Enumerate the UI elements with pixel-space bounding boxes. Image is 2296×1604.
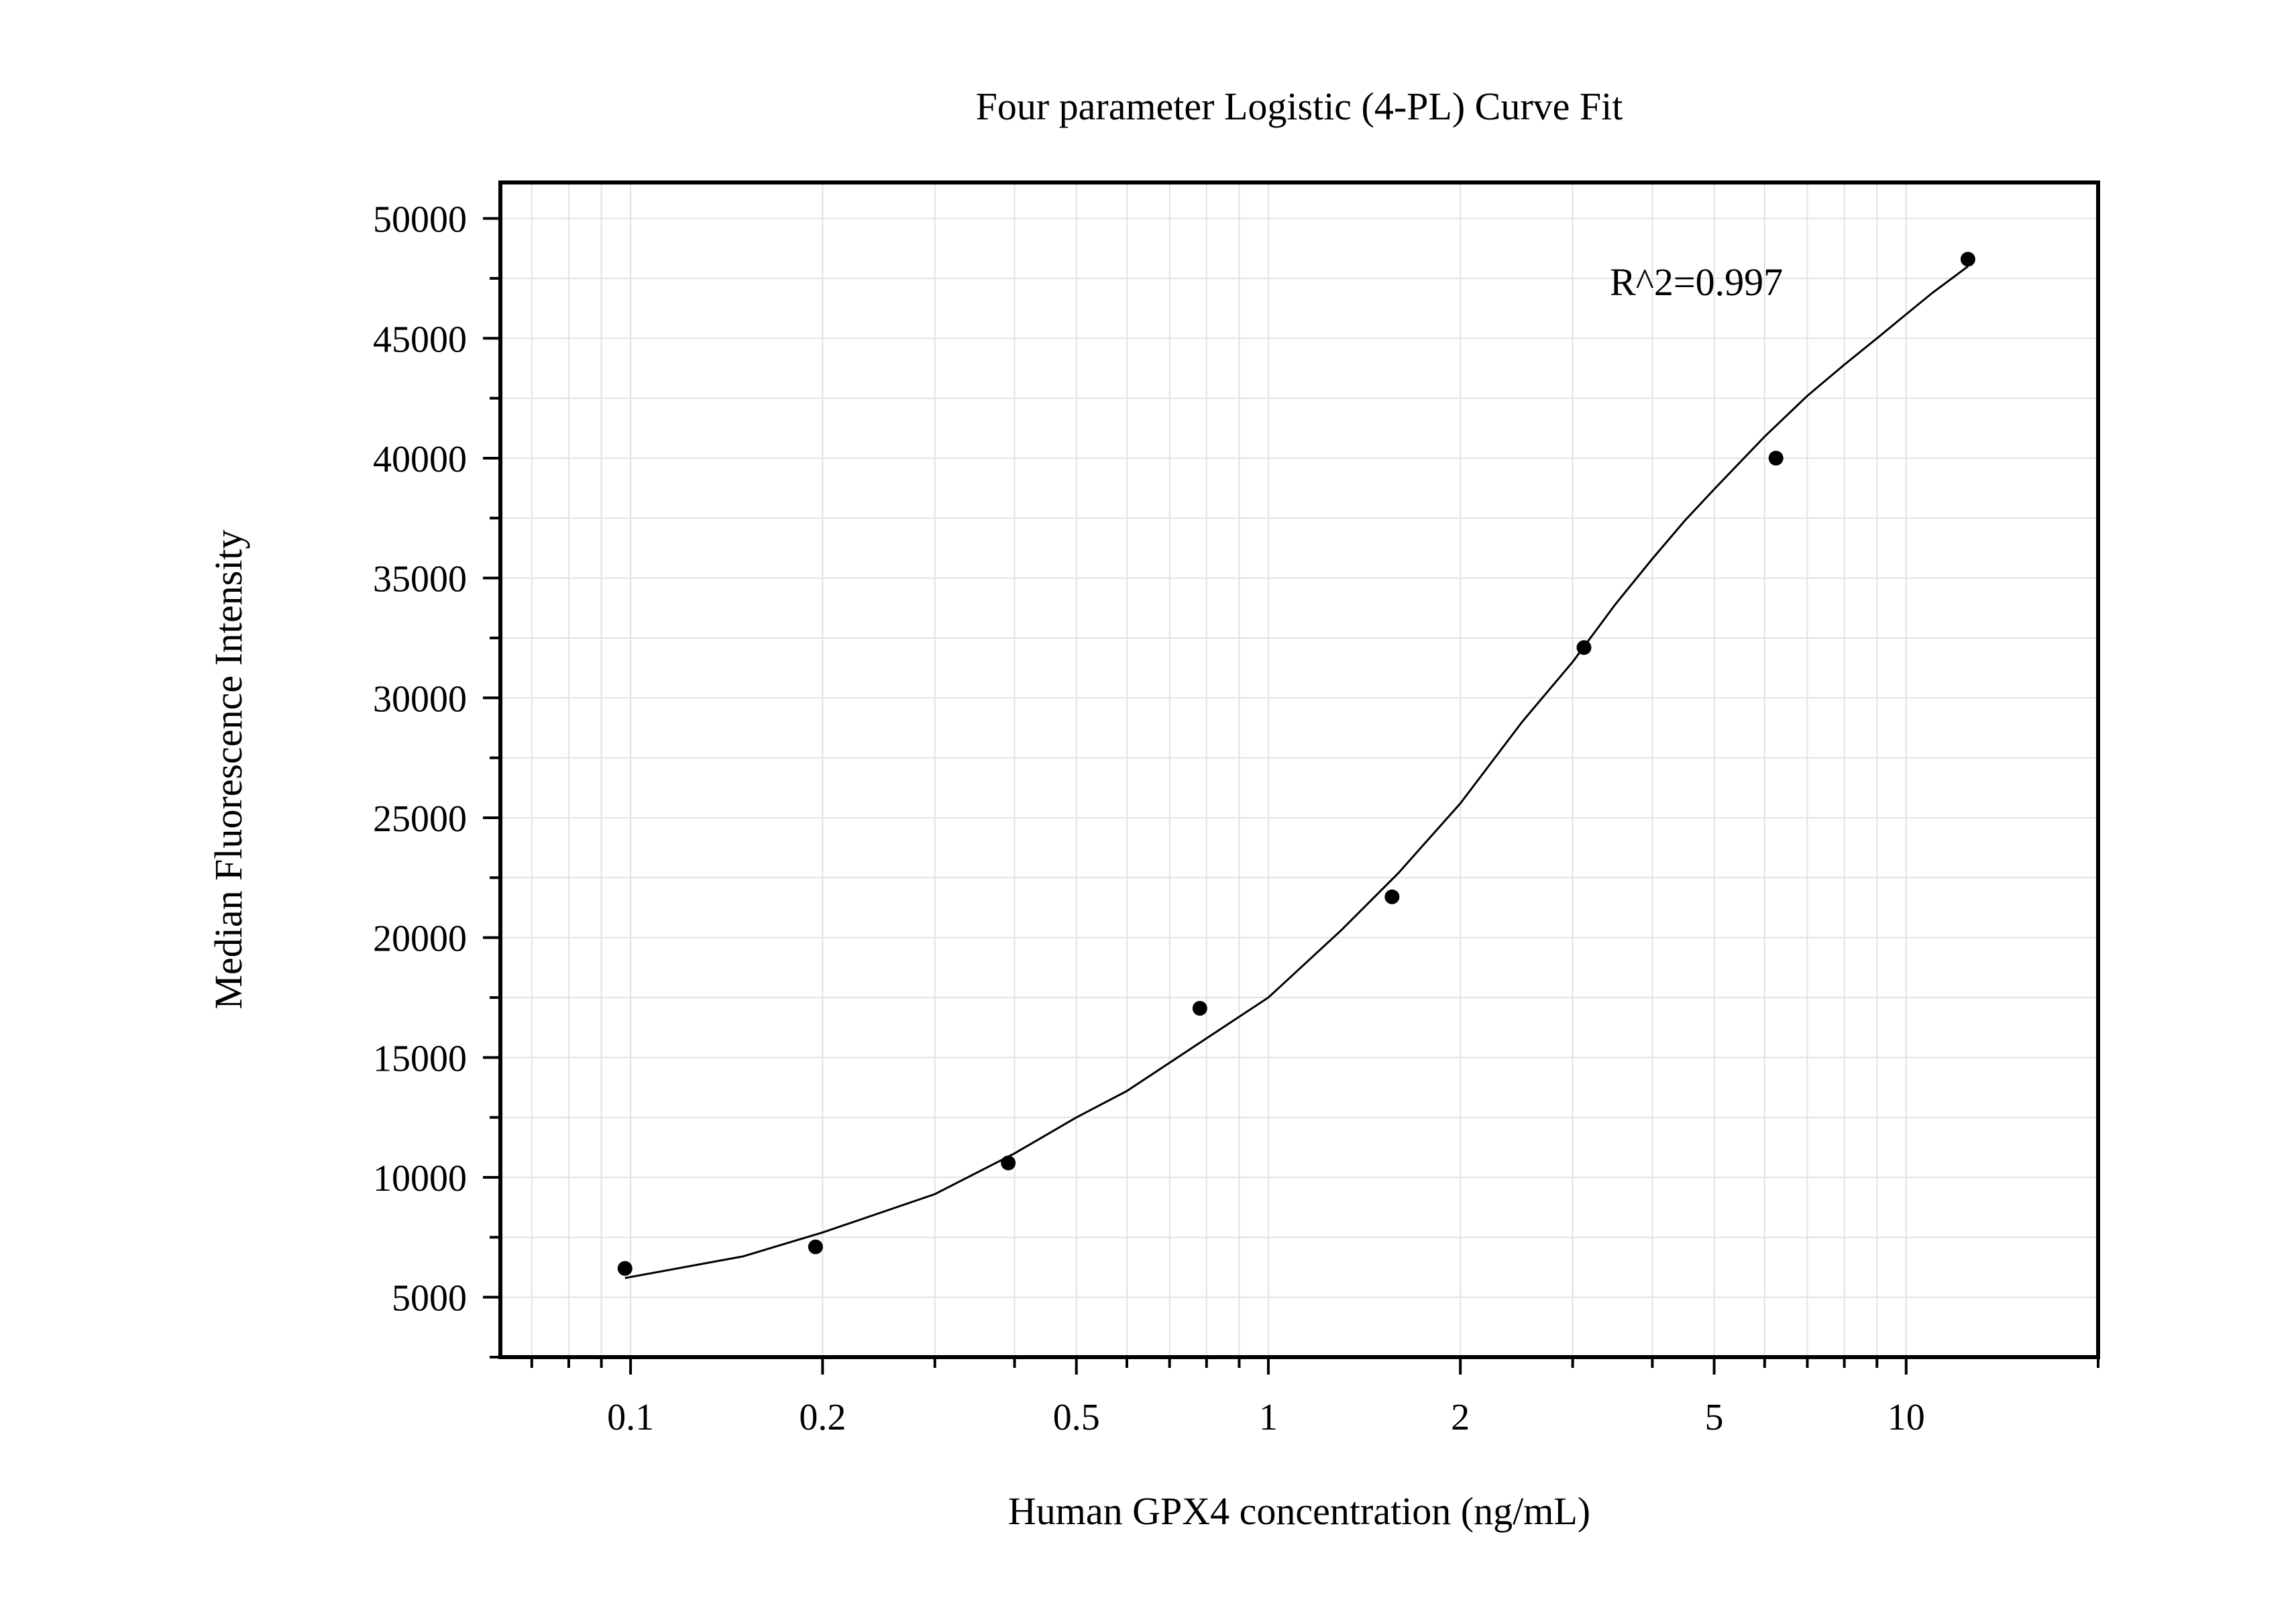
y-tick-label: 10000 bbox=[373, 1158, 467, 1199]
r-squared-annotation: R^2=0.997 bbox=[1610, 260, 1783, 304]
data-point bbox=[808, 1239, 823, 1254]
x-tick-label: 0.1 bbox=[607, 1397, 654, 1438]
x-tick-labels: 0.1 0.2 0.5 1 2 5 10 bbox=[607, 1397, 1925, 1438]
y-axis-title: Median Fluorescence Intensity bbox=[207, 529, 250, 1009]
axis-ticks bbox=[483, 217, 2099, 1375]
x-tick-label: 0.2 bbox=[799, 1397, 846, 1438]
data-point bbox=[1576, 640, 1592, 655]
y-tick-label: 20000 bbox=[373, 918, 467, 960]
data-point bbox=[1384, 889, 1400, 904]
data-point bbox=[1960, 252, 1975, 267]
data-point bbox=[1001, 1155, 1016, 1171]
x-tick-label: 0.5 bbox=[1053, 1397, 1100, 1438]
x-axis-title: Human GPX4 concentration (ng/mL) bbox=[1008, 1489, 1590, 1533]
data-point bbox=[1768, 450, 1784, 466]
x-tick-label: 10 bbox=[1888, 1397, 1925, 1438]
y-tick-label: 40000 bbox=[373, 439, 467, 480]
fit-curve bbox=[624, 265, 1969, 1279]
data-points bbox=[617, 252, 1975, 1276]
x-tick-label: 2 bbox=[1451, 1397, 1470, 1438]
y-tick-label: 45000 bbox=[373, 319, 467, 360]
chart-title: Four parameter Logistic (4-PL) Curve Fit bbox=[976, 85, 1623, 128]
x-tick-label: 1 bbox=[1259, 1397, 1278, 1438]
fit-curve-layer bbox=[624, 265, 1969, 1279]
y-tick-label: 35000 bbox=[373, 559, 467, 600]
x-tick-label: 5 bbox=[1705, 1397, 1724, 1438]
grid bbox=[500, 182, 2099, 1358]
y-tick-label: 50000 bbox=[373, 199, 467, 241]
data-point bbox=[1192, 1001, 1207, 1016]
data-point bbox=[617, 1261, 633, 1276]
y-tick-label: 30000 bbox=[373, 678, 467, 720]
y-tick-labels: 5000 10000 15000 20000 25000 30000 35000 40000 4… bbox=[373, 199, 467, 1320]
y-tick-label: 5000 bbox=[392, 1278, 467, 1320]
plot-frame bbox=[498, 180, 2100, 1359]
y-tick-label: 25000 bbox=[373, 798, 467, 840]
y-tick-label: 15000 bbox=[373, 1038, 467, 1079]
